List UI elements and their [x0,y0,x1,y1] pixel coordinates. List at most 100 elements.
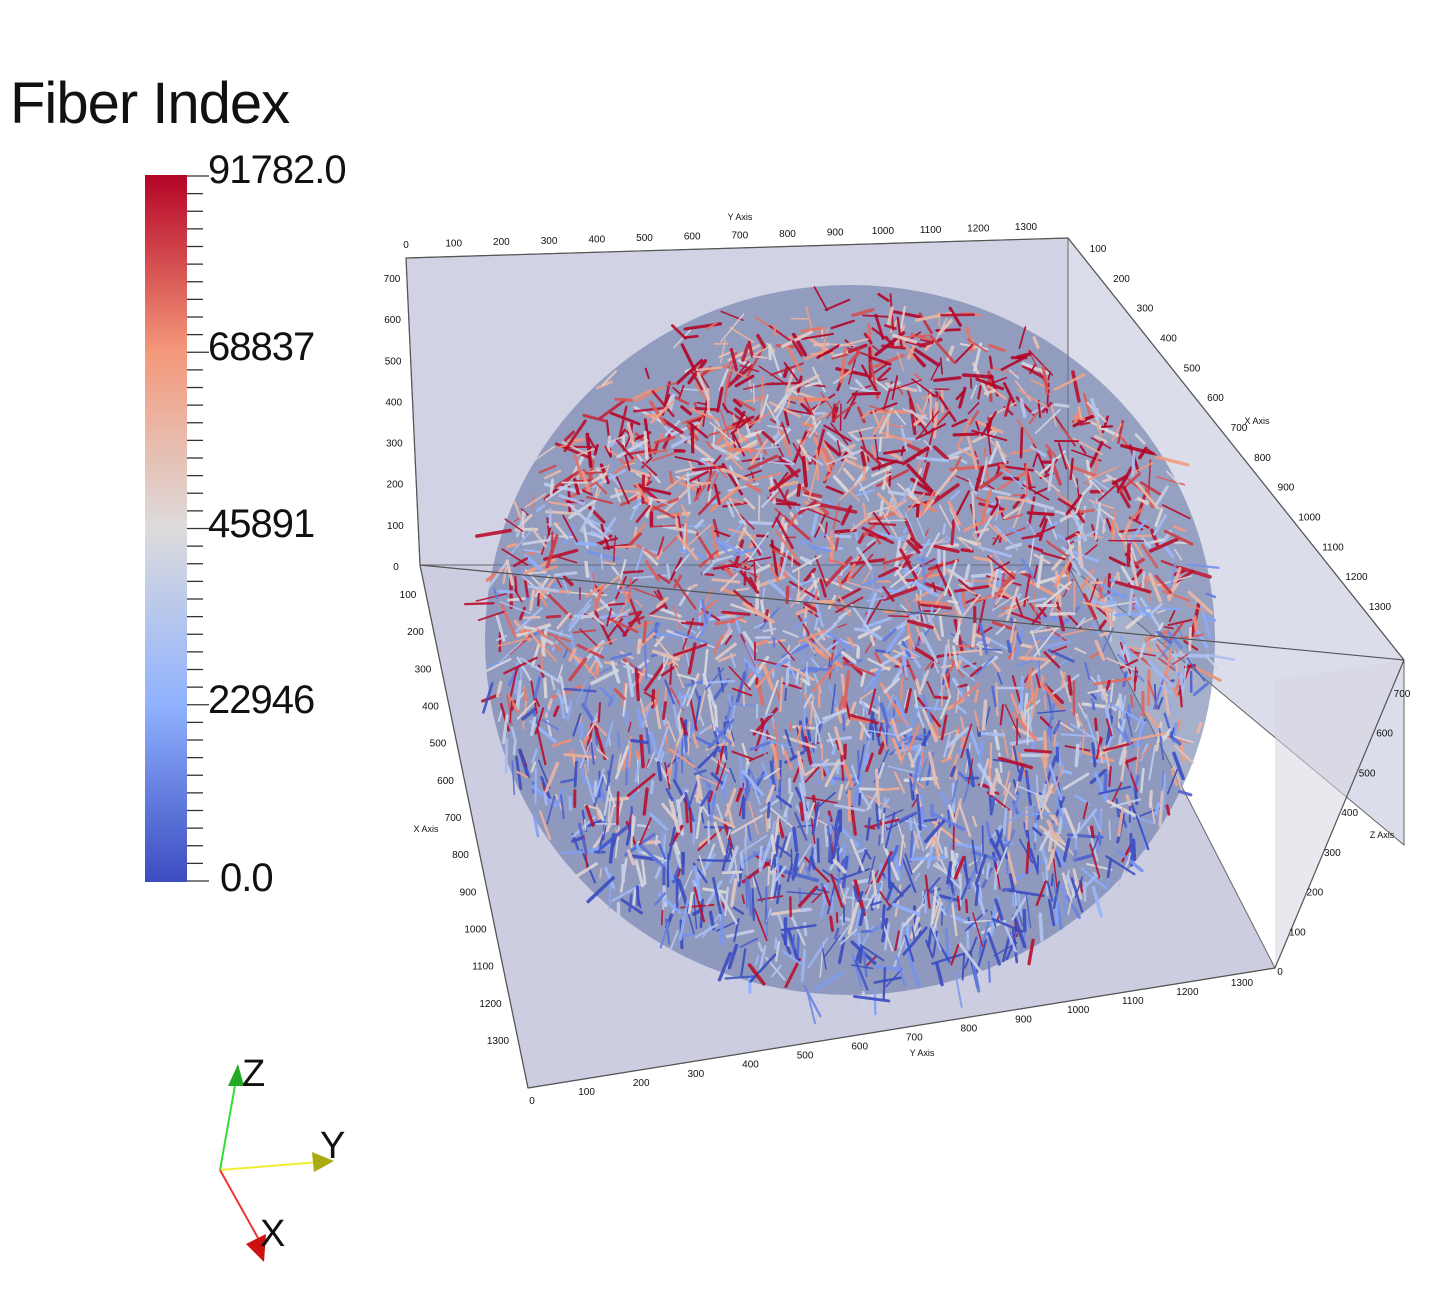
fiber [845,701,857,727]
fiber [641,461,658,477]
fiber [890,563,920,589]
fiber [601,561,616,565]
fiber [759,797,782,813]
fiber [836,439,842,455]
y-axis-top-tick-label: 800 [779,229,796,240]
fiber [792,934,795,952]
fiber [822,886,831,906]
fiber [568,796,573,812]
fiber [516,656,533,682]
3d-viewport[interactable]: 0 100 200 300 400 500 600 700 800 900 1000 1100 1200… [380,140,1430,1140]
fiber [1015,659,1033,668]
fiber [599,868,602,879]
fiber [875,803,880,830]
fiber [1131,449,1136,477]
fiber [1091,885,1103,918]
fiber [1155,643,1168,661]
y-axis-bottom-tick-label: 500 [797,1051,814,1062]
fiber [626,422,636,447]
fiber [657,536,665,556]
fiber [463,602,495,606]
fiber [515,607,544,633]
fiber [855,949,861,962]
fiber [1082,593,1097,620]
fiber [963,855,968,879]
fiber [1047,449,1062,486]
fiber [712,427,716,447]
fiber [598,398,627,420]
y-axis-bottom-tick-label: 1300 [1231,978,1254,989]
fiber [958,802,972,838]
fiber [673,574,683,589]
fiber [1135,720,1146,748]
fiber [650,400,674,424]
fiber [946,726,970,748]
fiber [904,934,915,962]
fiber [1165,470,1180,485]
fiber [911,755,922,791]
fiber [857,406,866,424]
fiber [773,478,792,510]
fiber [821,944,827,970]
fiber [807,936,829,969]
fiber [840,650,857,664]
fiber [804,666,835,672]
fiber [507,530,532,558]
fiber [673,329,692,349]
fiber [952,645,959,667]
fiber [744,874,748,909]
fiber [680,343,697,372]
fiber [1162,728,1172,741]
fiber [1172,751,1185,781]
fiber [921,394,931,400]
fiber [768,325,793,343]
fiber [690,369,704,391]
fiber [687,891,694,915]
fiber [1024,769,1032,806]
fiber [606,608,613,627]
fiber [906,539,921,555]
fiber [850,964,874,970]
fiber [1065,894,1082,920]
fiber [1111,529,1116,543]
fiber [546,517,551,536]
fiber [1174,548,1183,561]
fiber [972,912,984,947]
fiber [697,687,707,721]
fiber [1125,713,1133,737]
fiber [685,470,710,484]
fiber [915,503,920,518]
fiber [664,679,675,705]
fiber [830,319,855,330]
fiber [960,736,966,749]
fiber [933,376,962,382]
fiber [949,507,961,532]
fiber [1105,518,1113,532]
fiber [892,935,907,970]
fiber [770,539,779,578]
fiber [754,446,781,451]
fiber [874,768,881,807]
fiber [1025,464,1029,498]
fiber [1047,898,1056,927]
fiber [610,652,632,661]
fiber [687,359,708,385]
fiber [727,497,744,504]
fiber [726,501,735,518]
fiber [867,657,891,671]
fiber [590,668,619,686]
fiber [624,462,636,466]
fiber [672,778,688,804]
fiber [967,478,978,495]
x-axis-left-tick-label: 200 [407,627,424,638]
fiber [638,817,652,845]
x-axis-right-tick-label: 1200 [1345,572,1368,583]
fiber [751,888,755,922]
fiber [701,557,719,576]
fiber [768,806,793,828]
fiber [824,824,829,848]
fiber [679,717,688,736]
fiber [783,489,789,500]
fiber [955,391,964,401]
fiber [810,701,821,725]
